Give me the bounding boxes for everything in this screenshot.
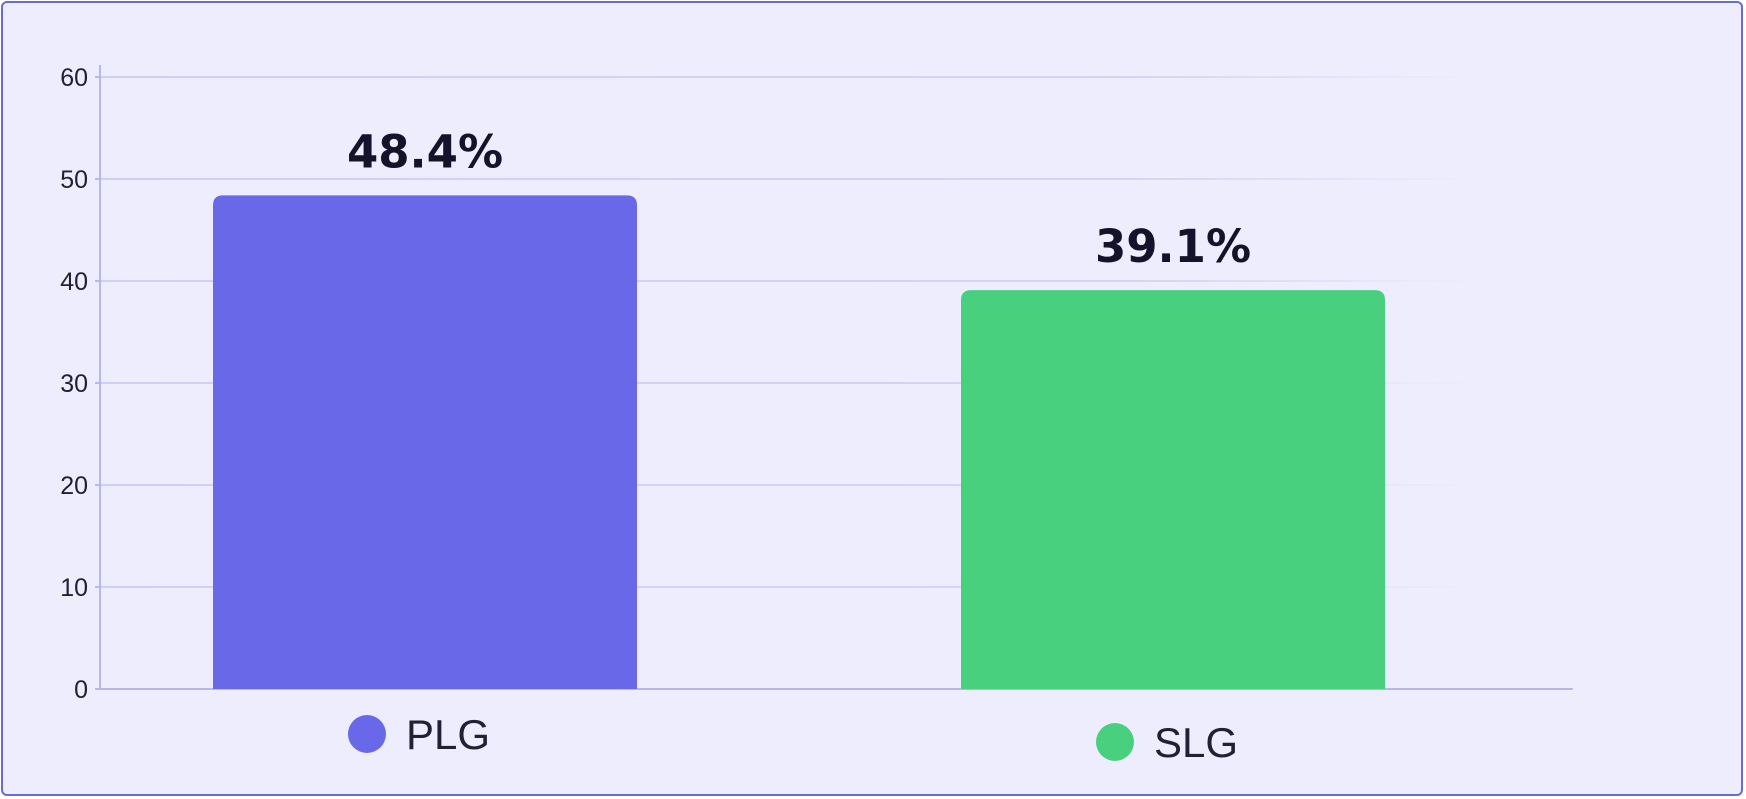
data-labels: 48.4% 39.1%	[347, 125, 1251, 273]
legend-item-plg: PLG	[347, 711, 490, 758]
gridlines	[100, 76, 1478, 588]
gridline-20	[100, 484, 1478, 486]
y-tick-label-30: 30	[60, 370, 88, 398]
data-label-plg: 48.4%	[347, 125, 503, 178]
gridline-50	[100, 178, 1478, 180]
legend-marker-slg	[1095, 723, 1134, 761]
gridline-60	[100, 76, 1478, 78]
bar-plg	[213, 195, 637, 689]
y-tick-label-50: 50	[60, 166, 88, 194]
bar-chart: 0 10 20 30 40 50 60 48.4% 39.1% PLG SLG	[60, 64, 1573, 766]
legend-label-plg: PLG	[406, 711, 490, 758]
y-tick-label-40: 40	[60, 268, 88, 296]
y-tick-label-0: 0	[74, 676, 88, 704]
bar-slg	[961, 290, 1385, 689]
bars	[213, 195, 1385, 689]
y-tick-label-10: 10	[60, 574, 88, 602]
legend-item-slg: SLG	[1095, 719, 1238, 766]
y-axis-tick-labels: 0 10 20 30 40 50 60	[60, 64, 88, 704]
gridline-30	[100, 382, 1478, 384]
legend-label-slg: SLG	[1154, 719, 1238, 766]
gridline-40	[100, 280, 1478, 282]
legend-marker-plg	[347, 715, 386, 753]
y-tick-label-60: 60	[60, 64, 88, 92]
y-tick-label-20: 20	[60, 472, 88, 500]
gridline-10	[100, 586, 1478, 588]
data-label-slg: 39.1%	[1095, 220, 1251, 273]
legend: PLG SLG	[347, 711, 1238, 766]
